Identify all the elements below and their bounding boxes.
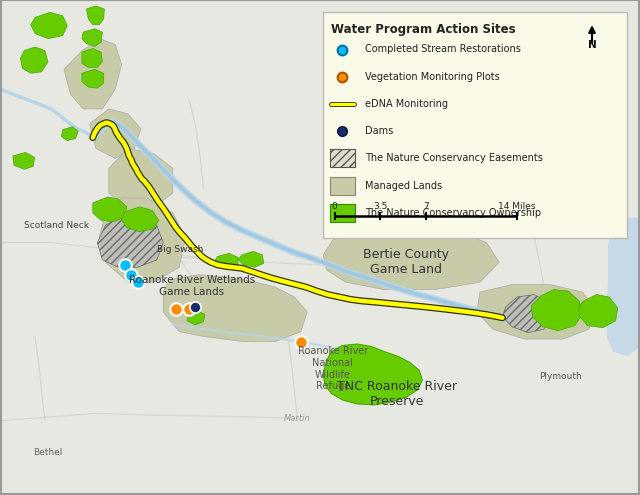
Text: Roanoke River Wetlands
Game Lands: Roanoke River Wetlands Game Lands xyxy=(129,275,255,297)
Polygon shape xyxy=(99,198,186,282)
Polygon shape xyxy=(93,197,127,222)
Text: Roanoke River
National
Wildlife
Refuge: Roanoke River National Wildlife Refuge xyxy=(298,346,368,391)
Text: Big Swash: Big Swash xyxy=(157,246,203,254)
Polygon shape xyxy=(31,12,67,39)
Text: Managed Lands: Managed Lands xyxy=(365,181,442,191)
Polygon shape xyxy=(82,29,102,47)
FancyBboxPatch shape xyxy=(330,204,355,222)
Text: Completed Stream Restorations: Completed Stream Restorations xyxy=(365,45,521,54)
Text: The Nature Conservancy Easements: The Nature Conservancy Easements xyxy=(365,153,543,163)
Text: Dams: Dams xyxy=(365,126,393,136)
Polygon shape xyxy=(61,127,78,141)
Text: Scotland Neck: Scotland Neck xyxy=(24,221,90,230)
Text: TNC Roanoke River
Preserve: TNC Roanoke River Preserve xyxy=(337,380,457,407)
Polygon shape xyxy=(163,275,307,342)
Text: 7: 7 xyxy=(423,202,429,211)
Polygon shape xyxy=(477,285,595,339)
Text: Martin: Martin xyxy=(284,414,311,423)
Text: 0: 0 xyxy=(332,202,337,211)
Text: N: N xyxy=(588,40,596,50)
Polygon shape xyxy=(238,251,264,267)
FancyBboxPatch shape xyxy=(330,149,355,167)
Polygon shape xyxy=(64,40,122,109)
Polygon shape xyxy=(20,47,48,73)
Polygon shape xyxy=(214,253,238,269)
Polygon shape xyxy=(323,344,422,405)
Polygon shape xyxy=(82,69,104,88)
Polygon shape xyxy=(82,49,102,67)
Text: The Nature Conservancy Ownership: The Nature Conservancy Ownership xyxy=(365,208,541,218)
Polygon shape xyxy=(187,311,205,325)
Polygon shape xyxy=(531,290,582,331)
Polygon shape xyxy=(122,207,159,232)
Polygon shape xyxy=(579,295,618,328)
Polygon shape xyxy=(97,218,163,267)
FancyBboxPatch shape xyxy=(330,177,355,195)
Text: Plymouth: Plymouth xyxy=(539,372,581,381)
Polygon shape xyxy=(86,6,104,25)
Polygon shape xyxy=(109,148,173,208)
Polygon shape xyxy=(323,225,499,290)
Text: Vegetation Monitoring Plots: Vegetation Monitoring Plots xyxy=(365,72,500,82)
Text: 3.5: 3.5 xyxy=(373,202,387,211)
Text: Water Program Action Sites: Water Program Action Sites xyxy=(331,23,515,36)
Polygon shape xyxy=(502,295,552,333)
Polygon shape xyxy=(607,218,640,356)
Text: 14 Miles: 14 Miles xyxy=(499,202,536,211)
Text: Bethel: Bethel xyxy=(33,448,63,457)
Text: Bertie County
Game Land: Bertie County Game Land xyxy=(364,248,449,276)
Polygon shape xyxy=(13,152,35,169)
Polygon shape xyxy=(90,109,141,158)
FancyBboxPatch shape xyxy=(323,12,627,238)
Text: eDNA Monitoring: eDNA Monitoring xyxy=(365,99,448,109)
